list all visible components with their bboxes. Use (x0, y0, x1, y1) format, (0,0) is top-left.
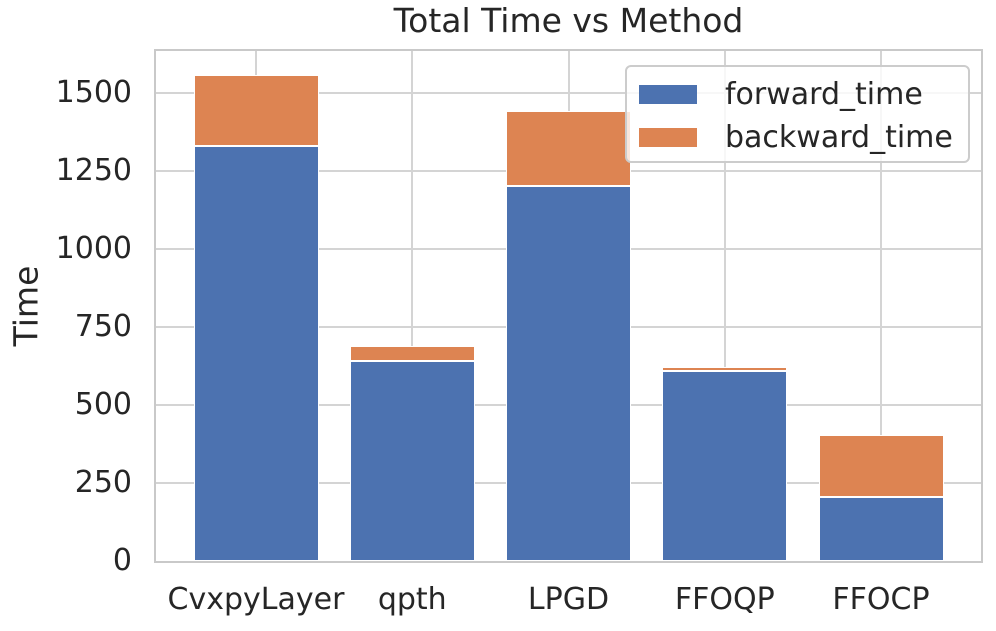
legend-swatch-forward_time (639, 85, 697, 104)
y-tick-label-500: 500 (74, 386, 132, 422)
chart-title: Total Time vs Method (393, 1, 744, 40)
legend-item-backward_time: backward_time (639, 116, 968, 159)
bar-CvxpyLayer-forward_time (193, 145, 319, 561)
bar-FFOQP-backward_time (662, 366, 788, 371)
bar-FFOQP-forward_time (662, 370, 788, 561)
gridline-v-FFOCP (880, 51, 882, 561)
x-tick-label-FFOCP: FFOCP (832, 582, 930, 617)
y-tick-label-250: 250 (74, 464, 132, 500)
legend: forward_time backward_time (625, 65, 970, 163)
x-tick-label-FFOQP: FFOQP (674, 582, 775, 617)
y-tick-label-1500: 1500 (55, 74, 132, 110)
legend-item-forward_time: forward_time (639, 73, 968, 116)
x-tick-label-CvxpyLayer: CvxpyLayer (167, 582, 345, 617)
bar-CvxpyLayer-backward_time (193, 75, 319, 146)
legend-swatch-backward_time (639, 128, 697, 147)
x-tick-label-qpth: qpth (377, 582, 447, 617)
bar-FFOCP-forward_time (818, 496, 944, 561)
legend-label-forward_time: forward_time (725, 77, 923, 112)
bar-qpth-backward_time (349, 345, 475, 362)
bar-qpth-forward_time (349, 361, 475, 561)
y-tick-label-1250: 1250 (55, 152, 132, 188)
bar-LPGD-backward_time (506, 111, 631, 187)
y-tick-label-0: 0 (112, 543, 132, 578)
gridline-v-qpth (411, 51, 414, 561)
bar-LPGD-forward_time (506, 186, 631, 561)
y-tick-label-1000: 1000 (55, 230, 132, 266)
y-tick-label-750: 750 (74, 308, 132, 344)
gridline-v-FFOQP (723, 51, 726, 561)
legend-label-backward_time: backward_time (725, 120, 953, 155)
bar-FFOCP-backward_time (818, 434, 944, 497)
x-tick-label-LPGD: LPGD (527, 582, 610, 617)
